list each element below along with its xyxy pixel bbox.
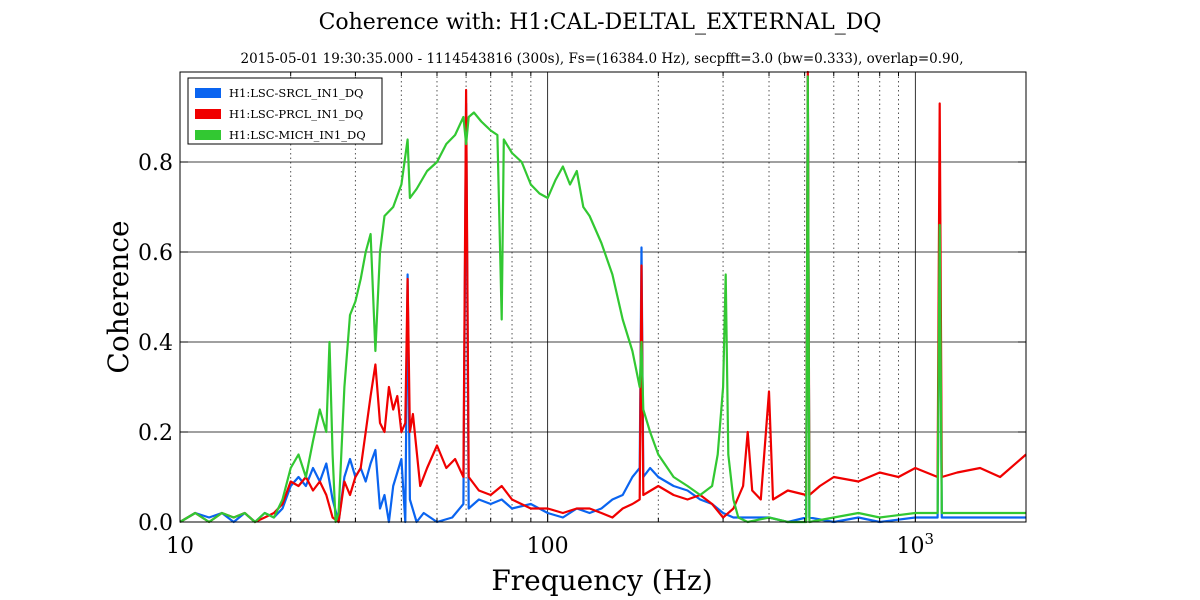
y-axis-label: Coherence	[102, 220, 135, 373]
chart-subtitle: 2015-05-01 19:30:35.000 - 1114543816 (30…	[240, 51, 963, 67]
legend-swatch	[195, 130, 221, 140]
plot-frame	[179, 71, 1027, 523]
series-lines	[179, 70, 1027, 524]
y-tick-label: 0.6	[138, 241, 173, 266]
x-tick-label: 10	[166, 534, 194, 559]
axis-ticks: 10 100 103 0.0 0.2 0.4 0.6 0.8	[138, 72, 1027, 559]
y-tick-label: 0.2	[138, 421, 173, 446]
y-tick-label: 0.8	[138, 151, 173, 176]
y-tick-label: 0.4	[138, 331, 173, 356]
legend-label: H1:LSC-SRCL_IN1_DQ	[229, 86, 363, 100]
x-tick-label: 103	[897, 530, 935, 559]
x-tick-label: 100	[527, 534, 569, 559]
y-tick-label: 0.0	[138, 511, 173, 536]
legend-swatch	[195, 109, 221, 119]
chart-title: Coherence with: H1:CAL-DELTAL_EXTERNAL_D…	[319, 10, 882, 35]
x-axis-label: Frequency (Hz)	[491, 564, 712, 597]
legend-swatch	[195, 88, 221, 98]
series-line-3	[179, 75, 1026, 524]
legend: H1:LSC-SRCL_IN1_DQ H1:LSC-PRCL_IN1_DQ H1:L…	[187, 77, 383, 145]
legend-label: H1:LSC-MICH_IN1_DQ	[229, 128, 366, 142]
legend-label: H1:LSC-PRCL_IN1_DQ	[229, 107, 363, 121]
